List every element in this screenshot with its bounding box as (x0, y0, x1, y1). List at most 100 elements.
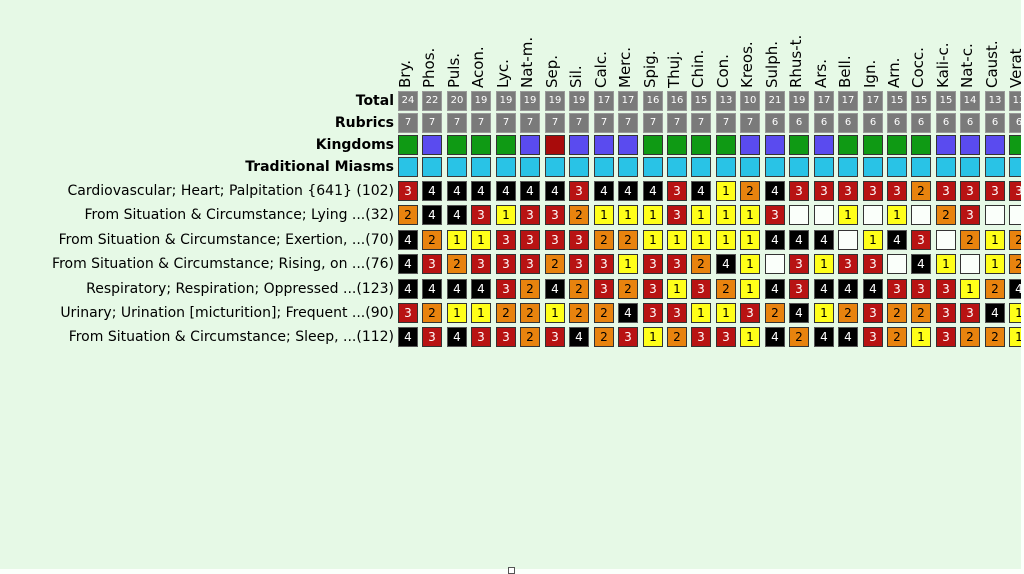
score-cell: 2 (594, 230, 614, 250)
window-right-edge (1021, 0, 1024, 574)
score-cell: 3 (471, 254, 491, 274)
score-cell: 4 (471, 279, 491, 299)
kingdom-cell (936, 135, 956, 155)
score-cell (887, 254, 907, 274)
total-cell: 16 (643, 91, 663, 111)
remedy-name-text: Arn. (885, 57, 903, 88)
score-cell: 2 (618, 230, 638, 250)
score-cell: 3 (691, 279, 711, 299)
score-cell: 4 (716, 254, 736, 274)
score-cell: 3 (863, 327, 883, 347)
score-cell: 1 (643, 230, 663, 250)
score-cell: 2 (594, 303, 614, 323)
score-cell: 2 (740, 181, 760, 201)
score-cell: 3 (643, 254, 663, 274)
miasm-cell (447, 157, 467, 177)
total-cell: 19 (789, 91, 809, 111)
resize-handle-bottom[interactable] (508, 567, 515, 574)
miasm-cell (618, 157, 638, 177)
remedy-name-text: Bry. (396, 60, 414, 88)
rubrics-count-cell: 6 (1009, 113, 1024, 133)
score-cell: 3 (911, 230, 931, 250)
remedy-name-text: Sep. (543, 54, 561, 88)
score-cell (814, 205, 834, 225)
miasm-cell (740, 157, 760, 177)
rubric-label: Cardiovascular; Heart; Palpitation {641}… (67, 183, 394, 199)
score-cell: 4 (765, 181, 785, 201)
score-cell: 3 (936, 181, 956, 201)
score-cell: 3 (398, 181, 418, 201)
score-cell: 2 (985, 279, 1005, 299)
score-cell: 1 (618, 205, 638, 225)
total-cell: 19 (496, 91, 516, 111)
score-cell: 1 (545, 303, 565, 323)
score-cell: 4 (594, 181, 614, 201)
score-cell: 4 (447, 327, 467, 347)
score-cell: 4 (618, 181, 638, 201)
score-cell: 3 (814, 181, 834, 201)
rubrics-count-cell: 6 (887, 113, 907, 133)
score-cell: 1 (936, 254, 956, 274)
miasm-cell (887, 157, 907, 177)
kingdoms-row-label: Kingdoms (315, 137, 394, 153)
score-cell: 2 (960, 327, 980, 347)
rubrics-row-label: Rubrics (334, 115, 394, 131)
score-cell: 3 (1009, 181, 1024, 201)
rubrics-count-cell: 6 (814, 113, 834, 133)
score-cell: 3 (838, 254, 858, 274)
score-cell: 2 (887, 327, 907, 347)
rubric-label: From Situation & Circumstance; Exertion,… (58, 232, 394, 248)
rubrics-count-cell: 6 (936, 113, 956, 133)
score-cell: 1 (740, 230, 760, 250)
score-cell: 3 (789, 181, 809, 201)
remedy-name-text: Ign. (861, 59, 879, 88)
miasm-cell (496, 157, 516, 177)
score-cell: 1 (496, 205, 516, 225)
score-cell: 3 (985, 181, 1005, 201)
score-cell: 4 (398, 230, 418, 250)
kingdom-cell (887, 135, 907, 155)
score-cell: 1 (716, 181, 736, 201)
miasm-cell (960, 157, 980, 177)
rubrics-count-cell: 7 (496, 113, 516, 133)
total-cell: 14 (960, 91, 980, 111)
remedy-name-text: Phos. (420, 47, 438, 88)
score-cell: 1 (740, 205, 760, 225)
score-cell: 1 (1009, 327, 1024, 347)
kingdom-cell (594, 135, 614, 155)
total-cell: 24 (398, 91, 418, 111)
total-cell: 19 (569, 91, 589, 111)
score-cell: 1 (814, 254, 834, 274)
kingdom-cell (1009, 135, 1024, 155)
score-cell: 4 (618, 303, 638, 323)
total-cell: 22 (422, 91, 442, 111)
score-cell: 4 (398, 279, 418, 299)
score-cell: 1 (716, 230, 736, 250)
miasm-cell (643, 157, 663, 177)
score-cell: 4 (545, 181, 565, 201)
score-cell: 1 (740, 327, 760, 347)
miasm-cell (594, 157, 614, 177)
score-cell: 2 (1009, 254, 1024, 274)
score-cell: 3 (496, 230, 516, 250)
score-cell: 3 (936, 279, 956, 299)
kingdom-cell (740, 135, 760, 155)
score-cell: 1 (691, 205, 711, 225)
score-cell: 1 (643, 205, 663, 225)
score-cell: 3 (545, 230, 565, 250)
score-cell: 1 (618, 254, 638, 274)
rubrics-count-cell: 7 (545, 113, 565, 133)
remedy-name-text: Puls. (445, 52, 463, 88)
score-cell: 2 (496, 303, 516, 323)
score-cell (789, 205, 809, 225)
remedy-name-text: Sulph. (763, 41, 781, 88)
score-cell: 1 (985, 230, 1005, 250)
rubrics-count-cell: 6 (838, 113, 858, 133)
kingdom-cell (520, 135, 540, 155)
score-cell: 2 (569, 205, 589, 225)
kingdom-cell (960, 135, 980, 155)
score-cell: 2 (569, 303, 589, 323)
rubric-label: From Situation & Circumstance; Lying ...… (84, 207, 394, 223)
score-cell: 3 (594, 279, 614, 299)
rubrics-count-cell: 7 (618, 113, 638, 133)
